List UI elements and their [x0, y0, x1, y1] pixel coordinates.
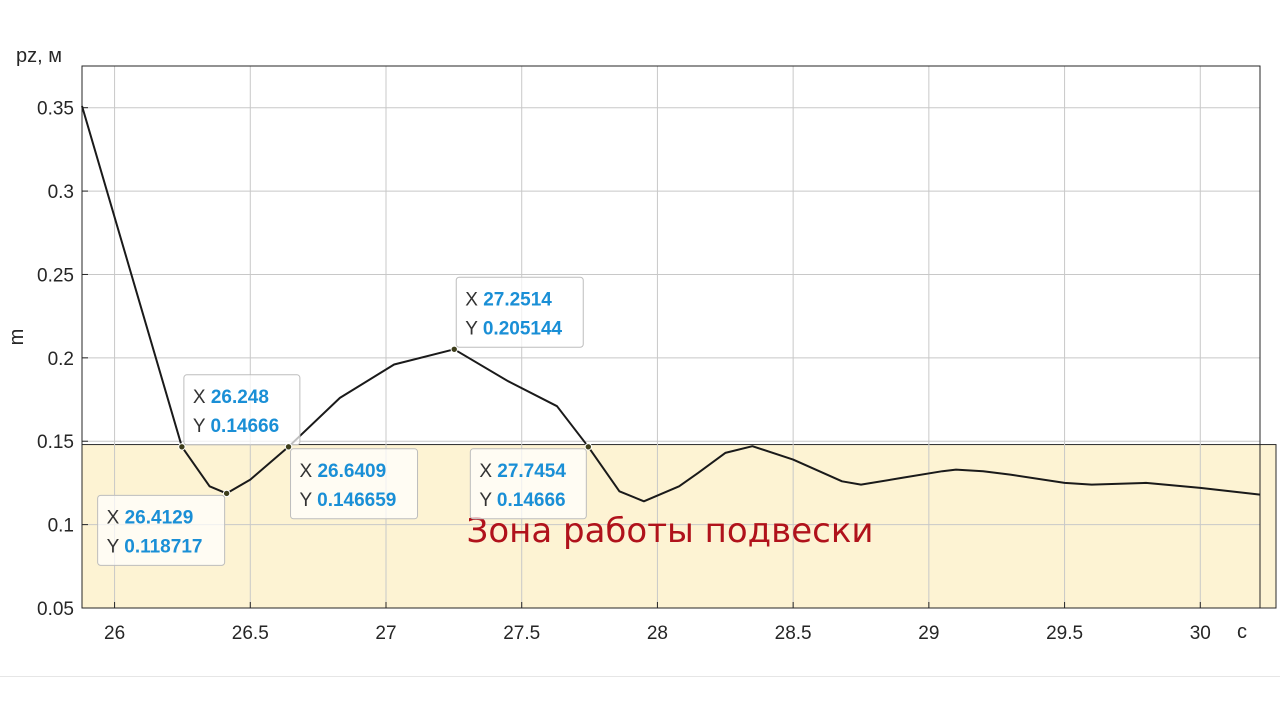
datatip-marker [284, 443, 293, 451]
datatip-x-key: X [479, 461, 497, 482]
x-tick-label: 28.5 [775, 623, 812, 644]
x-tick-label: 26.5 [232, 623, 269, 644]
y-tick-label: 0.15 [37, 432, 74, 453]
datatip-marker [222, 489, 231, 498]
datatip-y-row: Y 0.146659 [300, 490, 397, 511]
datatip-y-row: Y 0.14666 [479, 490, 565, 511]
datatip-box [469, 448, 587, 520]
datatip-box [183, 374, 301, 446]
y-axis-unit-label: pz, м [16, 45, 62, 67]
y-axis-label: m [6, 329, 28, 346]
datatip-x-key: X [193, 387, 211, 408]
datatip-x-value: 27.7454 [497, 461, 566, 482]
y-tick-label: 0.35 [37, 99, 74, 120]
x-tick-label: 29 [918, 623, 939, 644]
tick-label-layer: 26 26.5 27 27.5 28 28.5 29 29.5 30 0.05 0.1 0.15 0.2… [37, 99, 1211, 644]
datatip-marker [178, 443, 186, 451]
datatip-box [455, 276, 584, 348]
x-tick-label: 28 [647, 623, 668, 644]
datatip-x-key: X [300, 461, 318, 482]
datatip-y-key: Y [479, 490, 497, 511]
zone-layer [81, 66, 1277, 609]
plot-frame [81, 65, 1261, 609]
datatip-x-row: X 27.7454 [479, 461, 566, 482]
datatip-y-key: Y [107, 536, 125, 557]
datatip-x-value: 26.6409 [317, 461, 386, 482]
datatip-y-value: 0.14666 [210, 416, 279, 437]
y-tick-label: 0.2 [48, 349, 74, 370]
datatip-y-key: Y [193, 416, 211, 437]
x-tick-label: 27 [375, 623, 396, 644]
y-tick-label: 0.3 [48, 182, 74, 203]
datatip-y-value: 0.118717 [124, 536, 202, 557]
datatip-x-row: X 26.6409 [300, 461, 387, 482]
datatip-y-value: 0.146659 [317, 490, 396, 511]
bottom-divider [0, 676, 1280, 677]
datatip-x-row: X 26.248 [193, 387, 269, 408]
datatip-x-row: X 27.2514 [465, 289, 552, 310]
datatip: X 26.6409 Y 0.146659 [290, 448, 419, 520]
datatip-y-row: Y 0.14666 [193, 416, 279, 437]
datatip-x-value: 26.4129 [125, 507, 194, 528]
datatip-y-value: 0.205144 [483, 318, 563, 339]
y-tick-label: 0.1 [48, 516, 74, 537]
suspension-zone-band [81, 444, 1277, 609]
datatip-x-key: X [107, 507, 125, 528]
plot-frame-layer [81, 65, 1261, 609]
datatip-marker [450, 345, 458, 353]
datatip-y-row: Y 0.205144 [465, 318, 562, 339]
datatip-y-key: Y [300, 490, 318, 511]
datatip-y-value: 0.14666 [497, 490, 566, 511]
y-tick-label: 0.25 [37, 265, 74, 286]
x-tick-label: 26 [104, 623, 125, 644]
datatip-box [97, 494, 226, 566]
x-tick-label: 29.5 [1046, 623, 1083, 644]
datatip-y-key: Y [465, 318, 483, 339]
y-tick-label: 0.05 [37, 599, 74, 620]
datatip-marker [584, 443, 593, 451]
datatip-x-value: 27.2514 [483, 289, 552, 310]
datatip-x-row: X 26.4129 [107, 507, 194, 528]
datatip-x-value: 26.248 [211, 387, 269, 408]
x-tick-label: 27.5 [503, 623, 540, 644]
datatip-y-row: Y 0.118717 [107, 536, 203, 557]
datatip-box [290, 448, 419, 520]
x-tick-label: 30 [1190, 623, 1211, 644]
datatip-x-key: X [465, 289, 483, 310]
x-axis-label: c [1237, 621, 1247, 643]
